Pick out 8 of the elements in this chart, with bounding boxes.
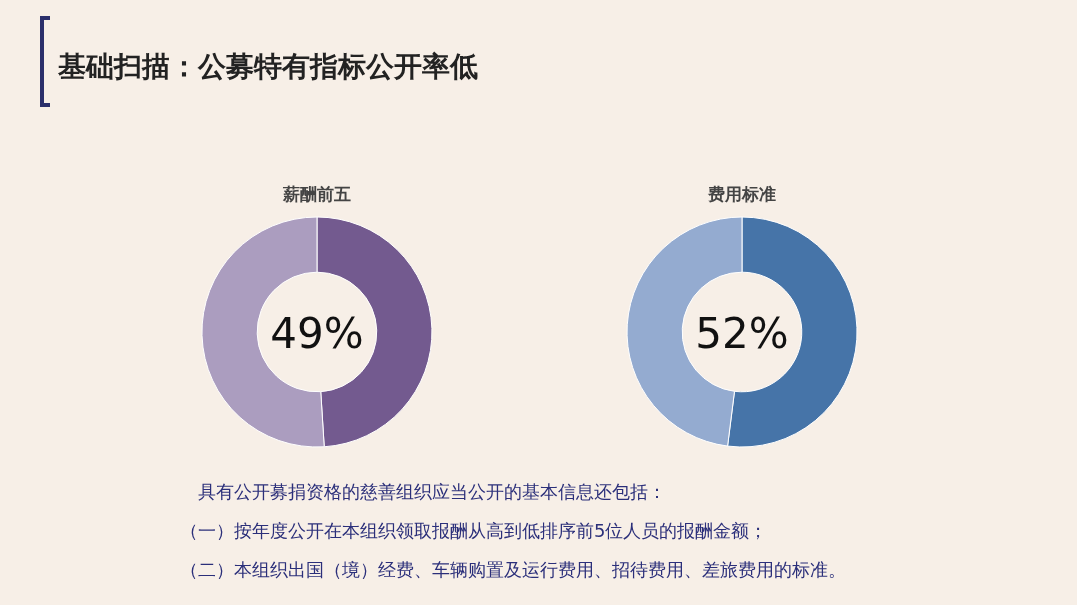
chart-title: 费用标准	[707, 184, 776, 204]
text: 具有公开募捐资格的慈善组织应当公开的基本信息还包括：	[198, 481, 666, 502]
chart-title: 薪酬前五	[282, 184, 351, 204]
text: （二）本组织出国（境）经费、车辆购置及运行费用、招待费用、差旅费用的标准。	[180, 559, 846, 580]
text: 52%	[695, 309, 789, 358]
text: 基础扫描：公募特有指标公开率低	[57, 50, 478, 83]
text: 49%	[270, 309, 364, 358]
text: （一）按年度公开在本组织领取报酬从高到低排序前5位人员的报酬金额；	[180, 520, 768, 541]
